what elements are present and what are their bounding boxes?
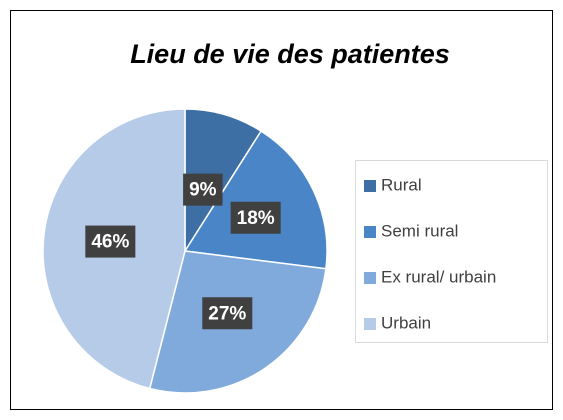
data-label: 27%: [208, 303, 246, 324]
legend-swatch: [364, 180, 376, 192]
legend-swatch: [364, 272, 376, 284]
legend-label: Ex rural/ urbain: [381, 267, 496, 286]
pie-slice: [184, 108, 263, 254]
pie-slice: [183, 130, 328, 270]
legend-swatch: [364, 226, 376, 238]
data-label-bg: [183, 173, 223, 206]
chart-title: Lieu de vie des patientes: [130, 39, 450, 69]
data-label: 46%: [91, 232, 129, 253]
data-label: 9%: [189, 180, 217, 201]
data-label-bg: [230, 201, 281, 234]
legend-box: [355, 160, 548, 343]
data-label-bg: [85, 225, 136, 258]
data-label-bg: [202, 297, 253, 330]
data-label: 18%: [237, 208, 275, 229]
legend-label: Urbain: [381, 313, 431, 332]
legend-label: Semi rural: [381, 221, 458, 240]
legend-label: Rural: [381, 175, 422, 194]
legend-swatch: [364, 318, 376, 330]
